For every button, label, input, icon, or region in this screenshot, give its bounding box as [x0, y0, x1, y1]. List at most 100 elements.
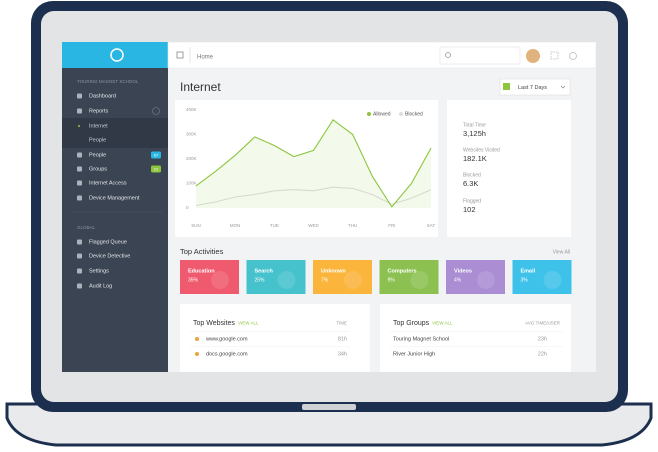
section-title: Top Activities — [180, 247, 224, 256]
x-tick-label: THU — [348, 223, 357, 228]
y-tick-label: 100K — [186, 181, 197, 186]
stat-value: 6.3K — [463, 179, 478, 188]
topbar — [167, 42, 596, 69]
column-header: AVG TIME/USER — [525, 321, 561, 326]
menu-icon — [77, 253, 82, 259]
line — [195, 119, 432, 208]
x-tick-label: SAT — [427, 223, 436, 228]
tile-name: Education — [188, 268, 215, 274]
tile-name: Computers — [388, 268, 417, 274]
range-dropdown[interactable] — [499, 78, 571, 96]
stat-value: 3,125h — [463, 129, 486, 138]
menu-icon — [77, 166, 82, 172]
menu-item[interactable]: Settings — [89, 268, 109, 274]
menu-item[interactable]: Internet Access — [89, 180, 127, 186]
row-label: Touring Magnet School — [393, 336, 449, 342]
menu-item[interactable]: Groups — [89, 166, 107, 172]
menu-item[interactable]: Audit Log — [89, 283, 112, 289]
stats-card — [447, 100, 571, 237]
x-tick-label: MON — [230, 223, 241, 228]
expand-toggle[interactable] — [152, 107, 160, 115]
badge — [151, 165, 161, 173]
search-box[interactable] — [439, 46, 521, 65]
x-tick-label: FRI — [388, 223, 395, 228]
row-label: River Junior High — [393, 351, 435, 357]
tile-name: Videos — [454, 268, 472, 274]
search-icon — [445, 52, 451, 58]
avatar[interactable] — [526, 49, 540, 63]
sidebar — [62, 42, 168, 372]
help-icon[interactable] — [569, 52, 577, 60]
list-title: Top Websites — [193, 320, 235, 327]
x-tick-label: WED — [308, 223, 319, 228]
tile-watermark — [344, 271, 362, 289]
page-title: Internet — [180, 80, 221, 94]
websites-card — [180, 304, 370, 372]
menu-item[interactable]: People — [89, 152, 106, 158]
breadcrumb[interactable]: Home — [197, 55, 214, 61]
tile-value: 7% — [321, 277, 329, 283]
row-value: 81h — [338, 336, 347, 342]
menu-item[interactable]: People — [89, 137, 106, 143]
tile-value: 3% — [521, 277, 529, 283]
active-dot — [78, 125, 80, 127]
menu-icon — [77, 239, 82, 245]
column-header: TIME — [336, 321, 347, 326]
activity-tile[interactable] — [446, 260, 505, 294]
groups-card — [380, 304, 571, 372]
legend-swatch — [399, 112, 403, 116]
legend-label: Blocked — [405, 111, 423, 117]
activity-tile[interactable] — [512, 260, 572, 294]
tile-watermark — [410, 271, 429, 289]
tile-value: 25% — [255, 277, 266, 283]
submenu-bg — [62, 118, 168, 148]
y-tick-label: 400K — [186, 107, 197, 112]
y-tick-label: 300K — [186, 132, 197, 137]
menu-icon — [77, 195, 82, 201]
stat-label: Total Time — [463, 122, 486, 128]
apps-icon[interactable] — [550, 51, 559, 60]
menu-item[interactable]: Reports — [89, 108, 109, 114]
badge-count: 67 — [154, 152, 159, 157]
view-all[interactable]: View All — [553, 249, 570, 255]
row-label: www.google.com — [205, 336, 248, 342]
x-tick-label: TUE — [270, 223, 279, 228]
menu-item[interactable]: Device Management — [89, 195, 140, 201]
home-icon — [176, 51, 184, 59]
favicon — [195, 337, 199, 341]
stat-value: 182.1K — [463, 154, 487, 163]
screen: Home Internet Last 7 Days TOURING MAGNET… — [62, 42, 596, 372]
row-value: 23h — [538, 336, 547, 342]
activity-tile[interactable] — [246, 260, 306, 294]
menu-icon — [77, 268, 82, 274]
stat-label: Websites Visited — [463, 147, 500, 153]
menu-icon — [77, 93, 82, 99]
stat-label: Flagged — [463, 198, 481, 204]
menu-item[interactable]: Internet — [89, 123, 108, 129]
stat-label: Blocked — [463, 172, 481, 178]
calendar-icon — [503, 83, 510, 90]
activity-tile[interactable] — [379, 260, 439, 294]
range-label[interactable]: Last 7 Days — [518, 85, 547, 91]
row-label: docs.google.com — [206, 351, 248, 357]
view-all[interactable]: VIEW ALL — [432, 321, 453, 326]
list-title: Top Groups — [393, 320, 430, 327]
section-label: GLOBAL — [77, 225, 96, 230]
tile-name: Unknown — [321, 268, 346, 274]
y-tick-label: 0 — [186, 205, 189, 210]
menu-icon — [77, 152, 82, 158]
activity-tile[interactable] — [180, 260, 239, 294]
org-name: TOURING MAGNET SCHOOL — [77, 79, 139, 84]
tile-watermark — [211, 271, 229, 289]
x-tick-label: SUN — [191, 223, 201, 228]
menu-item[interactable]: Flagged Queue — [89, 239, 127, 245]
menu-item[interactable]: Device Detective — [89, 253, 130, 259]
row-value: 22h — [538, 351, 547, 357]
tile-name: Search — [255, 268, 274, 274]
menu-item[interactable]: Dashboard — [89, 93, 116, 99]
favicon — [195, 352, 199, 356]
view-all[interactable]: VIEW ALL — [238, 321, 259, 326]
tile-watermark — [543, 271, 562, 289]
activity-tile[interactable] — [313, 260, 372, 294]
